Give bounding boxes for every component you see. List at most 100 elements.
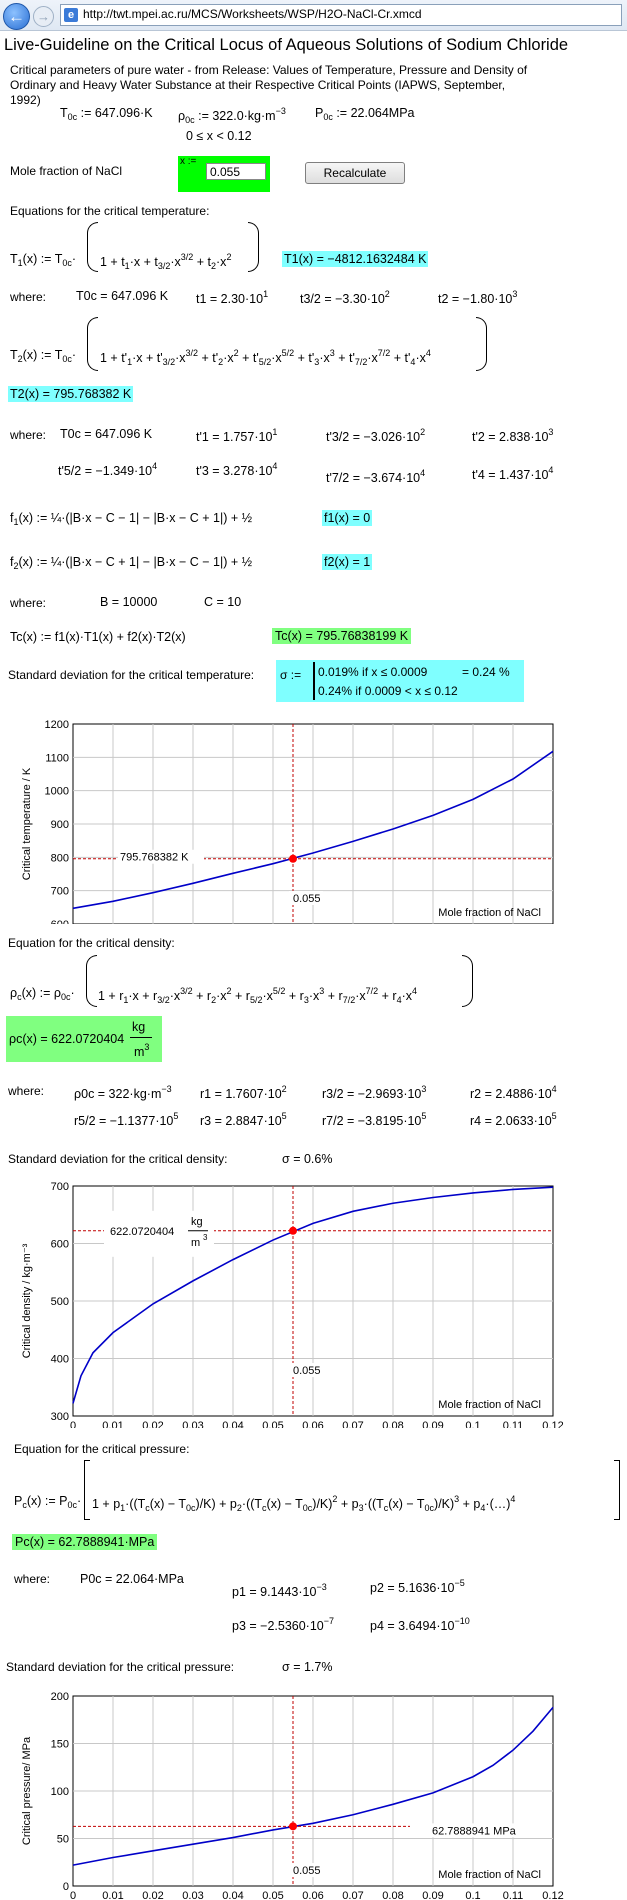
density-sd-label: Standard deviation for the critical dens… bbox=[8, 1152, 228, 1166]
t2-coef-t2: t'2 = 2.838·103 bbox=[472, 427, 554, 444]
marker-y-label-bg bbox=[430, 1823, 524, 1838]
marker-y-unit-top: kg bbox=[191, 1216, 203, 1228]
rho-coef-r32: r3/2 = −2.9693·103 bbox=[322, 1084, 427, 1101]
marker-y-label-bg bbox=[104, 1210, 214, 1257]
pc-coef-p0c: P0c = 22.064·MPa bbox=[80, 1572, 184, 1586]
recalculate-button[interactable]: Recalculate bbox=[305, 162, 405, 184]
x-axis-label: Mole fraction of NaCl bbox=[438, 1869, 541, 1881]
marker-y-label-bg bbox=[118, 849, 204, 864]
t0c-def: T0c := 647.096·K bbox=[60, 106, 153, 122]
x-assign-label: x := bbox=[180, 156, 197, 167]
x-tick-label: 0 bbox=[70, 1420, 76, 1428]
x-tick-label: 0.05 bbox=[262, 1420, 283, 1428]
t2-coef-t52: t'5/2 = −1.349·104 bbox=[58, 461, 158, 478]
temperature-chart: 00.010.020.030.040.050.060.070.080.090.1… bbox=[21, 719, 554, 924]
x-tick-label: 0.02 bbox=[142, 1890, 163, 1900]
rho-result-unit-bottom: m3 bbox=[134, 1042, 150, 1059]
t1-paren-left bbox=[87, 222, 98, 272]
x-tick-label: 0.01 bbox=[102, 1890, 123, 1900]
f1-result: f1(x) = 0 bbox=[322, 510, 373, 526]
tc-result: Tc(x) = 795.76838199 K bbox=[272, 628, 412, 644]
rho-where: where: bbox=[8, 1084, 45, 1098]
t1-equation-lhs: T1(x) := T0c· bbox=[10, 252, 77, 268]
x-tick-label: 0.04 bbox=[222, 1420, 243, 1428]
rho0c-def: ρ0c := 322.0·kg·m−3 bbox=[178, 106, 286, 125]
address-bar[interactable]: e http://twt.mpei.ac.ru/MCS/Worksheets/W… bbox=[60, 4, 622, 26]
pressure-chart: 0 0.01 0.02 0.03 0.04 0.05 0.06 0.07 0.08 0.09 0.1… bbox=[21, 1691, 564, 1900]
forward-arrow-icon[interactable]: → bbox=[33, 6, 54, 27]
x-tick-label: 0.12 bbox=[542, 1890, 563, 1900]
rho-result-unit-top: kg bbox=[132, 1020, 146, 1034]
x-input-field[interactable]: 0.055 bbox=[206, 163, 266, 180]
x-tick-label: 0.1 bbox=[465, 1420, 480, 1428]
rho-paren-left bbox=[86, 955, 97, 1007]
x-tick-label: 0.09 bbox=[422, 1420, 443, 1428]
t2-equation-lhs: T2(x) := T0c· bbox=[10, 348, 77, 364]
marker-point bbox=[289, 854, 297, 863]
y-tick-label: 100 bbox=[51, 1786, 69, 1798]
series-line bbox=[72, 1706, 554, 1866]
x-tick-label: 0.04 bbox=[222, 1890, 243, 1900]
temp-sd-row1-value: = 0.24 % bbox=[462, 665, 510, 679]
temp-sd-box bbox=[276, 660, 524, 702]
t2-paren-left bbox=[87, 317, 98, 371]
x-range: 0 ≤ x < 0.12 bbox=[186, 129, 252, 143]
marker-y-unit-exp: 3 bbox=[203, 1233, 208, 1242]
marker-point bbox=[289, 1226, 297, 1235]
marker-x-label-bg bbox=[289, 1863, 323, 1877]
t1-coef-t0c: T0c = 647.096 K bbox=[76, 289, 169, 303]
t2-coef-t0c: T0c = 647.096 K bbox=[60, 427, 153, 441]
c-value: C = 10 bbox=[204, 595, 242, 609]
pressure-heading: Equation for the critical pressure: bbox=[14, 1442, 190, 1456]
f2-equation: f2(x) := ¼·(|B·x − C + 1| − |B·x − C − 1… bbox=[10, 555, 253, 571]
x-tick-label: 0.08 bbox=[382, 1890, 403, 1900]
t2-coef-t72: t'7/2 = −3.674·104 bbox=[326, 468, 426, 485]
rho-coef-rho0c: ρ0c = 322·kg·m−3 bbox=[74, 1084, 172, 1101]
browser-toolbar: ← → e http://twt.mpei.ac.ru/MCS/Workshee… bbox=[0, 0, 627, 31]
pc-bracket-left bbox=[84, 1460, 90, 1520]
y-axis-label: Critical pressure/ MPa bbox=[21, 1736, 33, 1845]
y-tick-label: 400 bbox=[51, 1354, 69, 1366]
density-sd-value: σ = 0.6% bbox=[282, 1152, 333, 1166]
y-tick-label: 200 bbox=[51, 1691, 69, 1703]
pressure-sd-value: σ = 1.7% bbox=[282, 1660, 333, 1674]
x-tick-label: 0.09 bbox=[422, 1890, 443, 1900]
marker-x-label-bg bbox=[289, 891, 323, 905]
t1-coef-t2: t2 = −1.80·103 bbox=[438, 289, 518, 306]
f1-equation: f1(x) := ¼·(|B·x − C − 1| − |B·x − C + 1… bbox=[10, 511, 253, 527]
marker-y-label: 622.0720404 bbox=[110, 1226, 174, 1238]
marker-x-label: 0.055 bbox=[293, 1865, 321, 1877]
y-tick-label: 50 bbox=[57, 1834, 69, 1846]
y-axis-label: Critical temperature / K bbox=[21, 767, 33, 880]
pc-result: Pc(x) = 62.7888941·MPa bbox=[12, 1534, 158, 1550]
t2-coef-t3: t'3 = 3.278·104 bbox=[196, 461, 278, 478]
y-tick-label: 700 bbox=[51, 1181, 69, 1193]
t1-coef-t32: t3/2 = −3.30·102 bbox=[300, 289, 390, 306]
y-tick-label: 600 bbox=[51, 1239, 69, 1251]
intro-line-1: Critical parameters of pure water - from… bbox=[10, 63, 528, 77]
density-chart: 0 0.01 0.02 0.03 0.04 0.05 0.06 0.07 0.08 0.09 0.1… bbox=[21, 1181, 564, 1428]
back-arrow-icon[interactable]: ← bbox=[3, 3, 30, 30]
rho-coef-r4: r4 = 2.0633·105 bbox=[470, 1111, 557, 1128]
rho-equation-lhs: ρc(x) := ρ0c· bbox=[10, 986, 75, 1002]
pc-coef-p2: p2 = 5.1636·10−5 bbox=[370, 1578, 465, 1595]
t2-paren-right bbox=[476, 317, 487, 371]
marker-y-unit-bottom: m bbox=[191, 1237, 200, 1249]
marker-x-label: 0.055 bbox=[293, 1365, 321, 1377]
rho-coef-r3: r3 = 2.8847·105 bbox=[200, 1111, 287, 1128]
t1-equation-body: 1 + t1·x + t3/2·x3/2 + t2·x2 bbox=[100, 252, 232, 271]
pressure-sd-label: Standard deviation for the critical pres… bbox=[6, 1660, 235, 1674]
density-heading: Equation for the critical density: bbox=[8, 936, 175, 950]
t1-coef-t1: t1 = 2.30·101 bbox=[196, 289, 269, 306]
rho-coef-r2: r2 = 2.4886·104 bbox=[470, 1084, 557, 1101]
f2-result: f2(x) = 1 bbox=[322, 554, 373, 570]
pc-coef-p3: p3 = −2.5360·10−7 bbox=[232, 1616, 335, 1633]
x-tick-label: 0 bbox=[70, 1890, 76, 1900]
x-axis-label: Mole fraction of NaCl bbox=[438, 907, 541, 919]
url-text: http://twt.mpei.ac.ru/MCS/Worksheets/WSP… bbox=[83, 7, 422, 21]
t1-paren-right bbox=[248, 222, 259, 272]
rho-result: ρc(x) = 622.0720404 bbox=[9, 1032, 125, 1046]
tc-definition: Tc(x) := f1(x)·T1(x) + f2(x)·T2(x) bbox=[10, 630, 186, 644]
marker-x-label: 0.055 bbox=[293, 893, 321, 905]
t1-where: where: bbox=[10, 290, 47, 304]
